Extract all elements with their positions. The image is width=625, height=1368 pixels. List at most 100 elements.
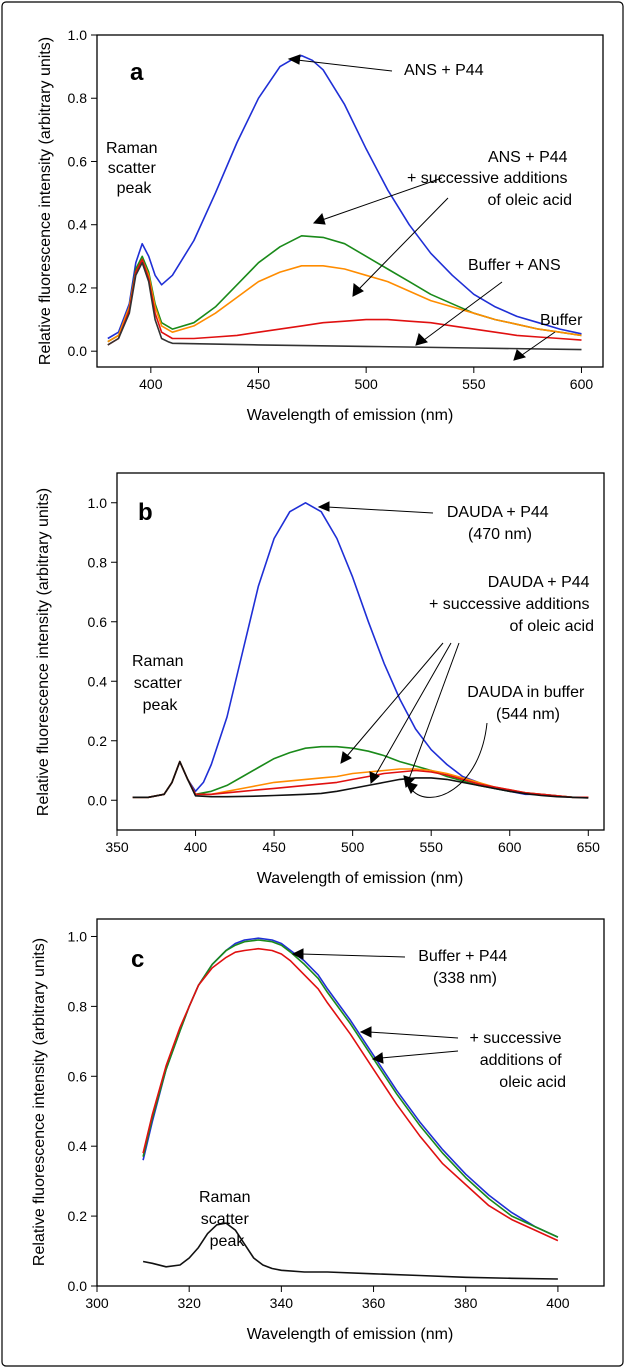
panel-b-frame — [116, 472, 605, 831]
annot-line: ANS + P44 — [488, 149, 568, 166]
annot-line: + successive additions — [429, 596, 590, 613]
y-tick-label: 0.0 — [88, 792, 108, 808]
y-tick-label: 0.8 — [68, 998, 88, 1014]
arrowhead — [340, 751, 352, 764]
x-tick-label: 650 — [577, 839, 601, 855]
x-tick-label: 500 — [341, 839, 365, 855]
series-line-4 — [107, 258, 582, 346]
y-tick-label: 1.0 — [68, 928, 88, 944]
panel-a: a 400 450 500 550 600 0.0 0.2 0.4 0.6 0.8 1.0 Wave… — [37, 27, 604, 424]
arrowhead — [291, 948, 304, 960]
x-tick-label: 450 — [247, 376, 271, 392]
annot-line: scatter — [201, 1211, 250, 1228]
arrow-line — [521, 331, 556, 356]
panel-a-annot-oleic: ANS + P44 + successive additions of olei… — [407, 149, 572, 209]
x-tick-label: 400 — [546, 1295, 570, 1311]
panel-c-letter: c — [131, 946, 144, 973]
panel-c-annot-oleic: + successive additions of oleic acid — [470, 1030, 567, 1091]
y-tick-label: 0.8 — [88, 554, 108, 570]
panel-a-letter: a — [130, 59, 144, 86]
panel-a-frame — [96, 34, 604, 368]
arrow-line — [423, 281, 503, 341]
series-line-3 — [142, 947, 559, 1242]
arrow-line — [374, 642, 452, 777]
annot-line: of oleic acid — [488, 192, 573, 209]
x-tick-label: 300 — [85, 1295, 109, 1311]
annot-line: Raman — [199, 1189, 251, 1206]
x-tick-label: 380 — [454, 1295, 478, 1311]
annot-line: DAUDA + P44 — [447, 504, 549, 521]
x-tick-label: 400 — [184, 839, 208, 855]
panel-c-frame — [96, 918, 605, 1287]
panel-b: b 350 400 450 500 550 600 650 0.0 0.2 0.4 0.6 0.8 1.… — [35, 472, 605, 887]
annot-line: (338 nm) — [433, 970, 497, 987]
y-tick-label: 0.0 — [68, 343, 88, 359]
annot-line: (544 nm) — [496, 706, 560, 723]
arrow-line — [368, 1031, 459, 1039]
arrowhead — [415, 333, 428, 346]
panel-a-annot-raman: Raman scatter peak — [106, 140, 162, 197]
x-tick-label: 600 — [498, 839, 522, 855]
y-tick-label: 0.2 — [68, 280, 88, 296]
arrow-line — [300, 953, 406, 958]
panel-b-annot-raman: Raman scatter peak — [132, 653, 188, 714]
panel-a-ticks: 400 450 500 550 600 0.0 0.2 0.4 0.6 0.8 1.0 — [68, 27, 594, 392]
panel-c-ylabel: Relative fluorescence intensity (arbitra… — [31, 938, 48, 1266]
panel-a-annot-ans-p44: ANS + P44 — [404, 62, 484, 79]
annot-line: peak — [210, 1233, 246, 1250]
annot-line: scatter — [134, 675, 183, 692]
panel-b-ticks: 350 400 450 500 550 600 650 0.0 0.2 0.4 0.6 0.8 1.0 — [88, 495, 601, 855]
y-tick-label: 0.4 — [68, 1138, 88, 1154]
x-tick-label: 550 — [420, 839, 444, 855]
panel-c-xlabel: Wavelength of emission (nm) — [247, 1326, 454, 1343]
arrow-line — [326, 506, 434, 514]
arrowhead — [312, 212, 326, 225]
annot-line: scatter — [108, 160, 157, 177]
panel-b-series — [132, 501, 589, 799]
y-tick-label: 1.0 — [68, 27, 88, 43]
arrowhead — [369, 771, 380, 785]
annot-line: of oleic acid — [510, 618, 595, 635]
panel-c-annot-raman: Raman scatter peak — [199, 1189, 255, 1250]
annot-line: + successive additions — [407, 170, 568, 187]
y-tick-label: 0.6 — [68, 153, 88, 169]
y-tick-label: 0.2 — [68, 1208, 88, 1224]
arrow-line — [408, 642, 460, 780]
arrow-line — [346, 642, 444, 757]
panel-c-series — [142, 937, 559, 1280]
y-tick-label: 0.6 — [68, 1068, 88, 1084]
x-tick-label: 320 — [178, 1295, 202, 1311]
x-tick-label: 450 — [262, 839, 286, 855]
x-tick-label: 400 — [139, 376, 163, 392]
panel-a-annot-buffer-ans: Buffer + ANS — [468, 257, 561, 274]
annot-line: peak — [117, 180, 153, 197]
series-line-5 — [107, 261, 582, 351]
y-tick-label: 0.4 — [88, 673, 108, 689]
y-tick-label: 0.2 — [88, 733, 108, 749]
arrowhead — [405, 781, 418, 794]
panel-a-arrows — [287, 54, 556, 361]
y-tick-label: 1.0 — [88, 495, 108, 511]
arrow-line — [358, 197, 449, 290]
panel-b-annot-oleic: DAUDA + P44 + successive additions of ol… — [429, 574, 594, 635]
arrowhead — [352, 283, 364, 297]
annot-line: ANS + P44 — [404, 62, 484, 79]
x-tick-label: 600 — [570, 376, 594, 392]
series-line-4 — [142, 1222, 558, 1280]
annot-line: oleic acid — [499, 1074, 566, 1091]
annot-line: Raman — [106, 140, 158, 157]
y-tick-label: 0.0 — [68, 1278, 88, 1294]
annot-line: peak — [143, 697, 179, 714]
panel-b-xlabel: Wavelength of emission (nm) — [257, 870, 464, 887]
panel-c-arrows — [291, 948, 459, 1064]
x-tick-label: 550 — [462, 376, 486, 392]
panel-c-ticks: 300 320 340 360 380 400 0.0 0.2 0.4 0.6 0.8 1.0 — [68, 928, 570, 1311]
annot-line: + successive — [470, 1030, 562, 1047]
annot-line: Buffer + ANS — [468, 257, 561, 274]
panel-b-ylabel: Relative fluorescence intensity (arbitra… — [35, 488, 52, 816]
arrow-line — [321, 177, 443, 221]
y-tick-label: 0.4 — [68, 217, 88, 233]
annot-line: Buffer + P44 — [418, 948, 507, 965]
annot-line: (470 nm) — [468, 526, 532, 543]
